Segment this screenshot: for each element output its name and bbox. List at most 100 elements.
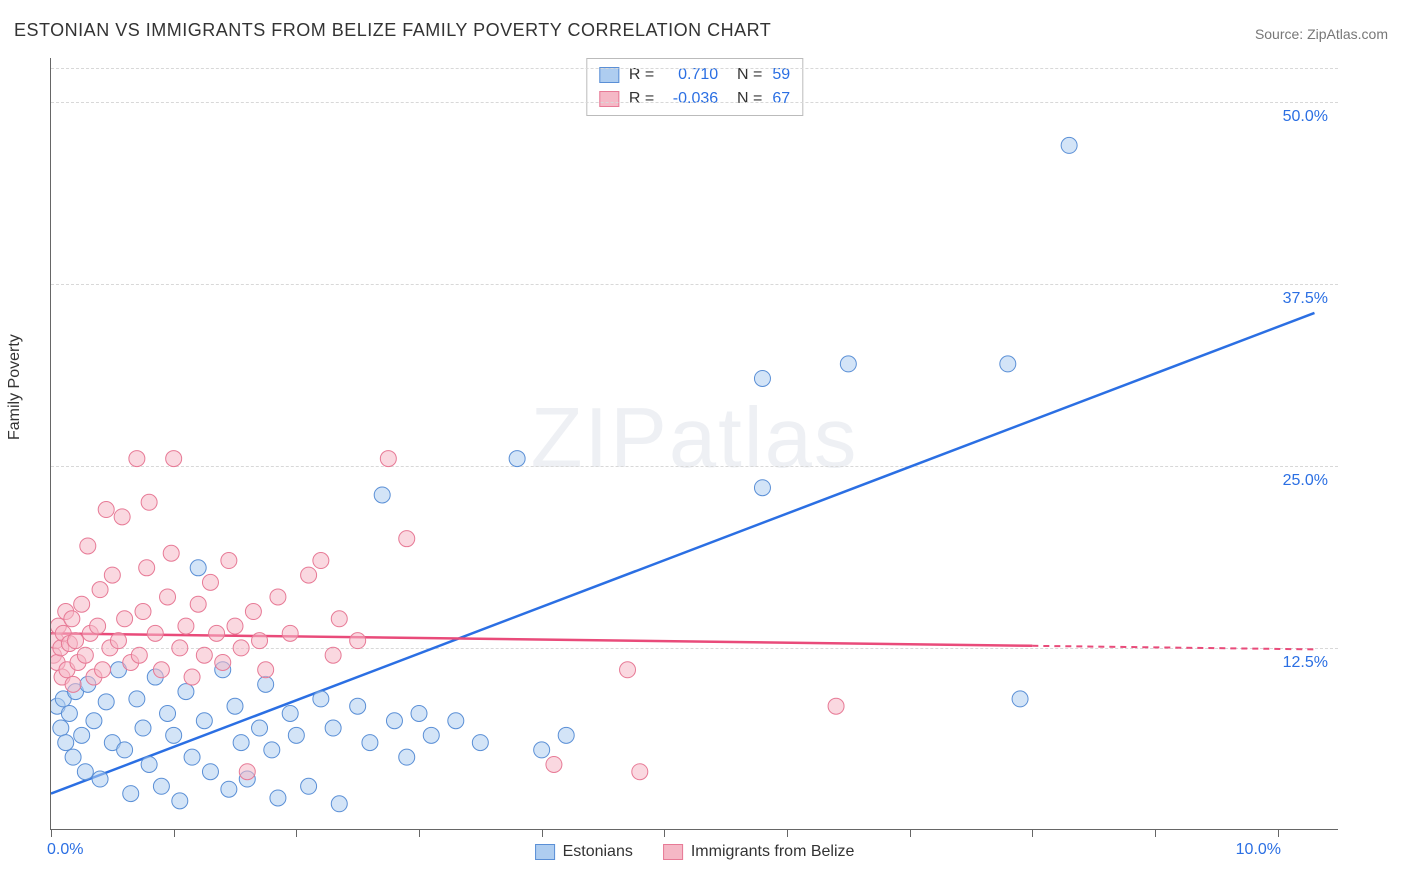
data-point-estonians	[558, 727, 574, 743]
x-tick	[1155, 829, 1156, 837]
data-point-belize	[77, 647, 93, 663]
data-point-estonians	[92, 771, 108, 787]
data-point-belize	[202, 574, 218, 590]
data-point-belize	[196, 647, 212, 663]
data-point-belize	[178, 618, 194, 634]
data-point-estonians	[1061, 137, 1077, 153]
data-point-estonians	[86, 713, 102, 729]
data-point-belize	[828, 698, 844, 714]
data-point-estonians	[534, 742, 550, 758]
data-point-belize	[258, 662, 274, 678]
data-point-estonians	[423, 727, 439, 743]
data-point-belize	[380, 451, 396, 467]
data-point-estonians	[160, 705, 176, 721]
x-tick	[910, 829, 911, 837]
data-point-belize	[239, 764, 255, 780]
data-point-estonians	[227, 698, 243, 714]
data-point-estonians	[754, 480, 770, 496]
y-axis-label: Family Poverty	[6, 334, 24, 440]
data-point-belize	[68, 633, 84, 649]
data-point-estonians	[98, 694, 114, 710]
data-point-estonians	[331, 796, 347, 812]
data-point-belize	[227, 618, 243, 634]
legend-label-estonians: Estonians	[563, 843, 633, 861]
data-point-estonians	[313, 691, 329, 707]
swatch-belize	[663, 844, 683, 860]
x-tick	[787, 829, 788, 837]
x-tick	[174, 829, 175, 837]
data-point-estonians	[123, 786, 139, 802]
data-point-belize	[117, 611, 133, 627]
data-point-estonians	[509, 451, 525, 467]
x-tick	[1032, 829, 1033, 837]
data-point-estonians	[362, 735, 378, 751]
data-point-estonians	[172, 793, 188, 809]
chart-title: ESTONIAN VS IMMIGRANTS FROM BELIZE FAMIL…	[14, 20, 771, 41]
x-tick	[296, 829, 297, 837]
data-point-belize	[110, 633, 126, 649]
legend-item-belize: Immigrants from Belize	[663, 843, 855, 861]
data-point-belize	[252, 633, 268, 649]
data-point-estonians	[258, 676, 274, 692]
data-point-belize	[90, 618, 106, 634]
data-point-belize	[270, 589, 286, 605]
data-point-estonians	[282, 705, 298, 721]
data-point-belize	[350, 633, 366, 649]
data-point-belize	[163, 545, 179, 561]
data-point-belize	[184, 669, 200, 685]
data-point-estonians	[129, 691, 145, 707]
swatch-estonians	[535, 844, 555, 860]
data-point-belize	[190, 596, 206, 612]
data-point-belize	[546, 756, 562, 772]
data-point-belize	[139, 560, 155, 576]
data-point-estonians	[301, 778, 317, 794]
data-point-estonians	[448, 713, 464, 729]
data-point-estonians	[399, 749, 415, 765]
data-point-estonians	[472, 735, 488, 751]
data-point-estonians	[196, 713, 212, 729]
data-point-estonians	[178, 684, 194, 700]
data-point-belize	[620, 662, 636, 678]
data-point-belize	[215, 654, 231, 670]
data-point-estonians	[141, 756, 157, 772]
x-tick	[419, 829, 420, 837]
data-point-belize	[114, 509, 130, 525]
data-point-belize	[331, 611, 347, 627]
data-point-estonians	[58, 735, 74, 751]
data-point-belize	[221, 553, 237, 569]
x-tick	[51, 829, 52, 837]
data-point-belize	[632, 764, 648, 780]
source-label: Source: ZipAtlas.com	[1255, 26, 1388, 42]
data-point-estonians	[350, 698, 366, 714]
data-point-estonians	[252, 720, 268, 736]
data-point-belize	[64, 611, 80, 627]
data-point-belize	[153, 662, 169, 678]
data-point-estonians	[117, 742, 133, 758]
regression-line-belize	[51, 633, 1032, 645]
data-point-estonians	[74, 727, 90, 743]
data-point-belize	[209, 625, 225, 641]
data-point-belize	[80, 538, 96, 554]
data-point-belize	[95, 662, 111, 678]
chart-svg	[51, 58, 1339, 830]
data-point-belize	[399, 531, 415, 547]
data-point-belize	[166, 451, 182, 467]
data-point-belize	[129, 451, 145, 467]
data-point-belize	[135, 604, 151, 620]
x-tick	[542, 829, 543, 837]
data-point-belize	[65, 676, 81, 692]
data-point-belize	[92, 582, 108, 598]
series-legend: Estonians Immigrants from Belize	[535, 843, 855, 861]
data-point-belize	[172, 640, 188, 656]
data-point-belize	[160, 589, 176, 605]
data-point-belize	[104, 567, 120, 583]
data-point-estonians	[840, 356, 856, 372]
data-point-estonians	[1000, 356, 1016, 372]
data-point-estonians	[374, 487, 390, 503]
data-point-belize	[74, 596, 90, 612]
x-tick-label: 10.0%	[1236, 841, 1281, 859]
data-point-belize	[98, 502, 114, 518]
data-point-belize	[245, 604, 261, 620]
x-tick	[1278, 829, 1279, 837]
data-point-estonians	[135, 720, 151, 736]
